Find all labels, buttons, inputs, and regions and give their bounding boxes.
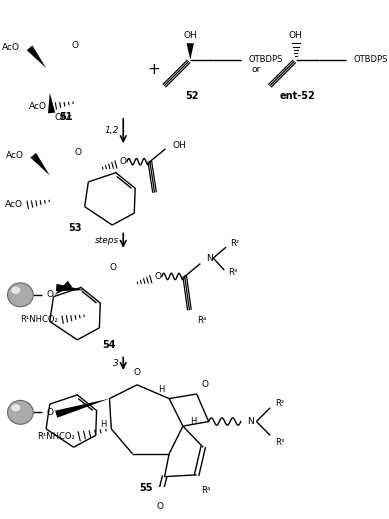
Text: O: O bbox=[75, 148, 82, 157]
Text: H: H bbox=[158, 385, 165, 394]
Text: +: + bbox=[147, 62, 160, 77]
Polygon shape bbox=[27, 46, 46, 68]
Text: O: O bbox=[154, 272, 161, 281]
Text: O: O bbox=[119, 157, 126, 166]
Text: O: O bbox=[156, 502, 163, 511]
Ellipse shape bbox=[7, 401, 33, 425]
Polygon shape bbox=[48, 93, 55, 113]
Polygon shape bbox=[54, 281, 72, 295]
Text: OTBDPS: OTBDPS bbox=[354, 55, 388, 64]
Text: R¹NHCO₂: R¹NHCO₂ bbox=[20, 315, 58, 324]
Text: OH: OH bbox=[173, 141, 187, 149]
Text: N: N bbox=[206, 254, 213, 263]
Text: OAc: OAc bbox=[54, 113, 72, 122]
Text: 51: 51 bbox=[60, 112, 73, 121]
Text: R⁴: R⁴ bbox=[201, 486, 211, 495]
Text: O: O bbox=[110, 263, 117, 272]
Text: H: H bbox=[100, 420, 107, 429]
Polygon shape bbox=[56, 284, 85, 291]
Polygon shape bbox=[30, 153, 50, 175]
Text: AcO: AcO bbox=[2, 43, 20, 52]
Text: 52: 52 bbox=[185, 91, 199, 102]
Text: O: O bbox=[133, 368, 140, 377]
Text: ent-52: ent-52 bbox=[280, 91, 315, 102]
Text: AcO: AcO bbox=[29, 102, 47, 111]
Text: or: or bbox=[252, 65, 261, 74]
Text: 53: 53 bbox=[68, 223, 81, 233]
Text: OTBDPS: OTBDPS bbox=[248, 55, 282, 64]
Text: 55: 55 bbox=[139, 483, 153, 493]
Text: OH: OH bbox=[289, 31, 303, 39]
Text: R⁴: R⁴ bbox=[197, 316, 206, 325]
Text: OH: OH bbox=[183, 31, 197, 39]
Text: N: N bbox=[247, 417, 254, 426]
Polygon shape bbox=[187, 43, 194, 60]
Text: 54: 54 bbox=[103, 340, 116, 350]
Text: 1,2: 1,2 bbox=[104, 127, 119, 135]
Text: R²: R² bbox=[230, 239, 239, 248]
Text: H: H bbox=[190, 417, 197, 426]
Text: AcO: AcO bbox=[5, 200, 23, 209]
Ellipse shape bbox=[11, 404, 20, 412]
Text: R²: R² bbox=[275, 399, 284, 408]
Text: R³: R³ bbox=[275, 438, 284, 447]
Text: 3: 3 bbox=[113, 359, 119, 368]
Text: O: O bbox=[71, 40, 78, 49]
Text: R¹NHCO₂: R¹NHCO₂ bbox=[37, 432, 75, 441]
Text: O: O bbox=[201, 380, 208, 389]
Polygon shape bbox=[55, 399, 109, 418]
Text: R³: R³ bbox=[228, 268, 237, 277]
Ellipse shape bbox=[11, 286, 20, 294]
Text: AcO: AcO bbox=[6, 151, 24, 160]
Text: steps: steps bbox=[95, 236, 119, 245]
Text: O: O bbox=[46, 290, 53, 299]
Text: O: O bbox=[46, 408, 53, 417]
Ellipse shape bbox=[7, 283, 33, 307]
